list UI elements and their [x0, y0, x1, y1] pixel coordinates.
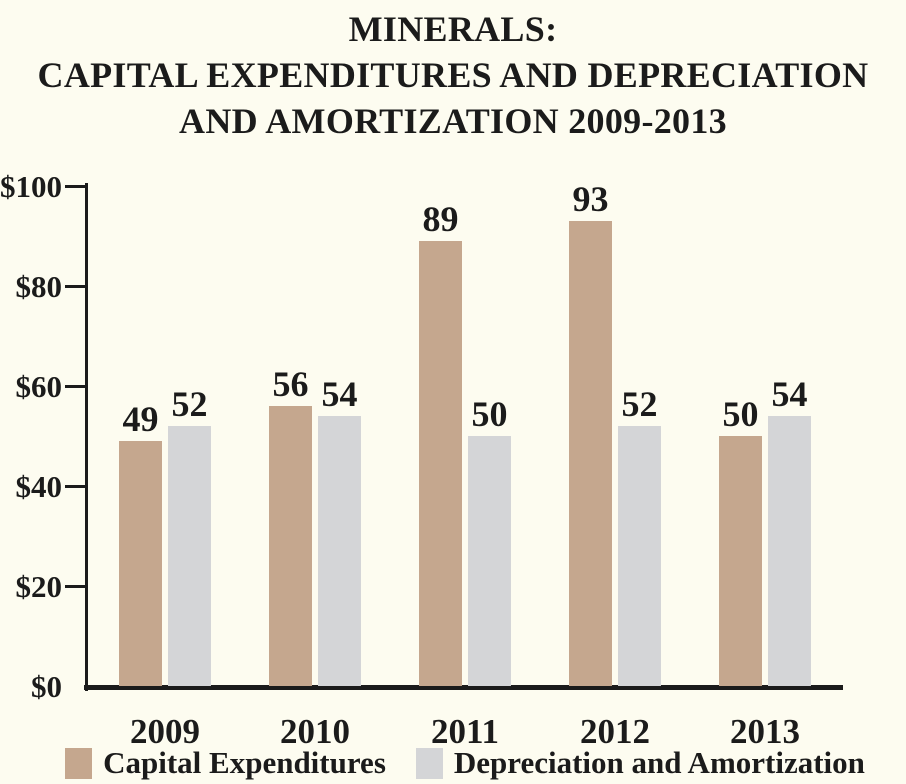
- y-axis-tick: [65, 185, 88, 188]
- legend-swatch-icon: [415, 747, 443, 779]
- y-axis-label: $20: [15, 569, 63, 604]
- y-axis-label: $100: [0, 169, 62, 204]
- bar-value-label-depreciation-and-amortization-2011: 50: [471, 394, 508, 434]
- y-axis-tick: [65, 585, 88, 588]
- legend-label: Depreciation and Amortization: [453, 745, 865, 780]
- bar-depreciation-and-amortization-2012: [618, 426, 661, 686]
- bar-value-label-depreciation-and-amortization-2012: 52: [621, 384, 658, 424]
- bar-value-label-capital-expenditures-2012: 93: [572, 179, 609, 219]
- bar-depreciation-and-amortization-2013: [768, 416, 811, 686]
- x-axis-label-2013: 2013: [730, 712, 800, 751]
- chart-title-line-1: MINERALS:: [348, 9, 558, 49]
- legend-item-capital-expenditures: Capital Expenditures: [65, 744, 386, 782]
- y-axis-line: [85, 183, 88, 691]
- bar-value-label-capital-expenditures-2013: 50: [722, 394, 759, 434]
- legend-label: Capital Expenditures: [103, 745, 386, 780]
- bar-depreciation-and-amortization-2009: [168, 426, 211, 686]
- legend: Capital Expenditures Depreciation and Amo…: [0, 744, 906, 782]
- bar-value-label-capital-expenditures-2010: 56: [272, 364, 309, 404]
- x-axis-line: [84, 685, 843, 690]
- y-axis-label: $80: [15, 269, 63, 304]
- bar-value-label-depreciation-and-amortization-2009: 52: [171, 384, 208, 424]
- chart-title: MINERALS: CAPITAL EXPENDITURES AND DEPRE…: [0, 6, 906, 144]
- y-axis-label: $60: [15, 369, 63, 404]
- bar-capital-expenditures-2013: [719, 436, 762, 686]
- bar-depreciation-and-amortization-2011: [468, 436, 511, 686]
- y-axis-tick: [65, 385, 88, 388]
- x-axis-label-2009: 2009: [130, 712, 200, 751]
- chart-title-line-3: AND AMORTIZATION 2009-2013: [179, 101, 727, 141]
- bar-value-label-capital-expenditures-2011: 89: [422, 199, 459, 239]
- bar-depreciation-and-amortization-2010: [318, 416, 361, 686]
- y-axis-label: $0: [31, 669, 62, 704]
- bar-value-label-depreciation-and-amortization-2013: 54: [771, 374, 808, 414]
- x-axis-label-2010: 2010: [280, 712, 350, 751]
- bar-value-label-depreciation-and-amortization-2010: 54: [321, 374, 358, 414]
- legend-item-depreciation-and-amortization: Depreciation and Amortization: [415, 744, 865, 782]
- bar-capital-expenditures-2010: [269, 406, 312, 686]
- bar-capital-expenditures-2009: [119, 441, 162, 686]
- bar-capital-expenditures-2011: [419, 241, 462, 686]
- chart-title-line-2: CAPITAL EXPENDITURES AND DEPRECIATION: [37, 55, 869, 95]
- bar-value-label-capital-expenditures-2009: 49: [122, 399, 159, 439]
- bar-capital-expenditures-2012: [569, 221, 612, 686]
- y-axis-tick: [65, 485, 88, 488]
- y-axis-label: $40: [15, 469, 63, 504]
- x-axis-label-2011: 2011: [430, 712, 500, 751]
- x-axis-label-2012: 2012: [580, 712, 650, 751]
- legend-swatch-icon: [65, 747, 93, 779]
- y-axis-tick: [65, 285, 88, 288]
